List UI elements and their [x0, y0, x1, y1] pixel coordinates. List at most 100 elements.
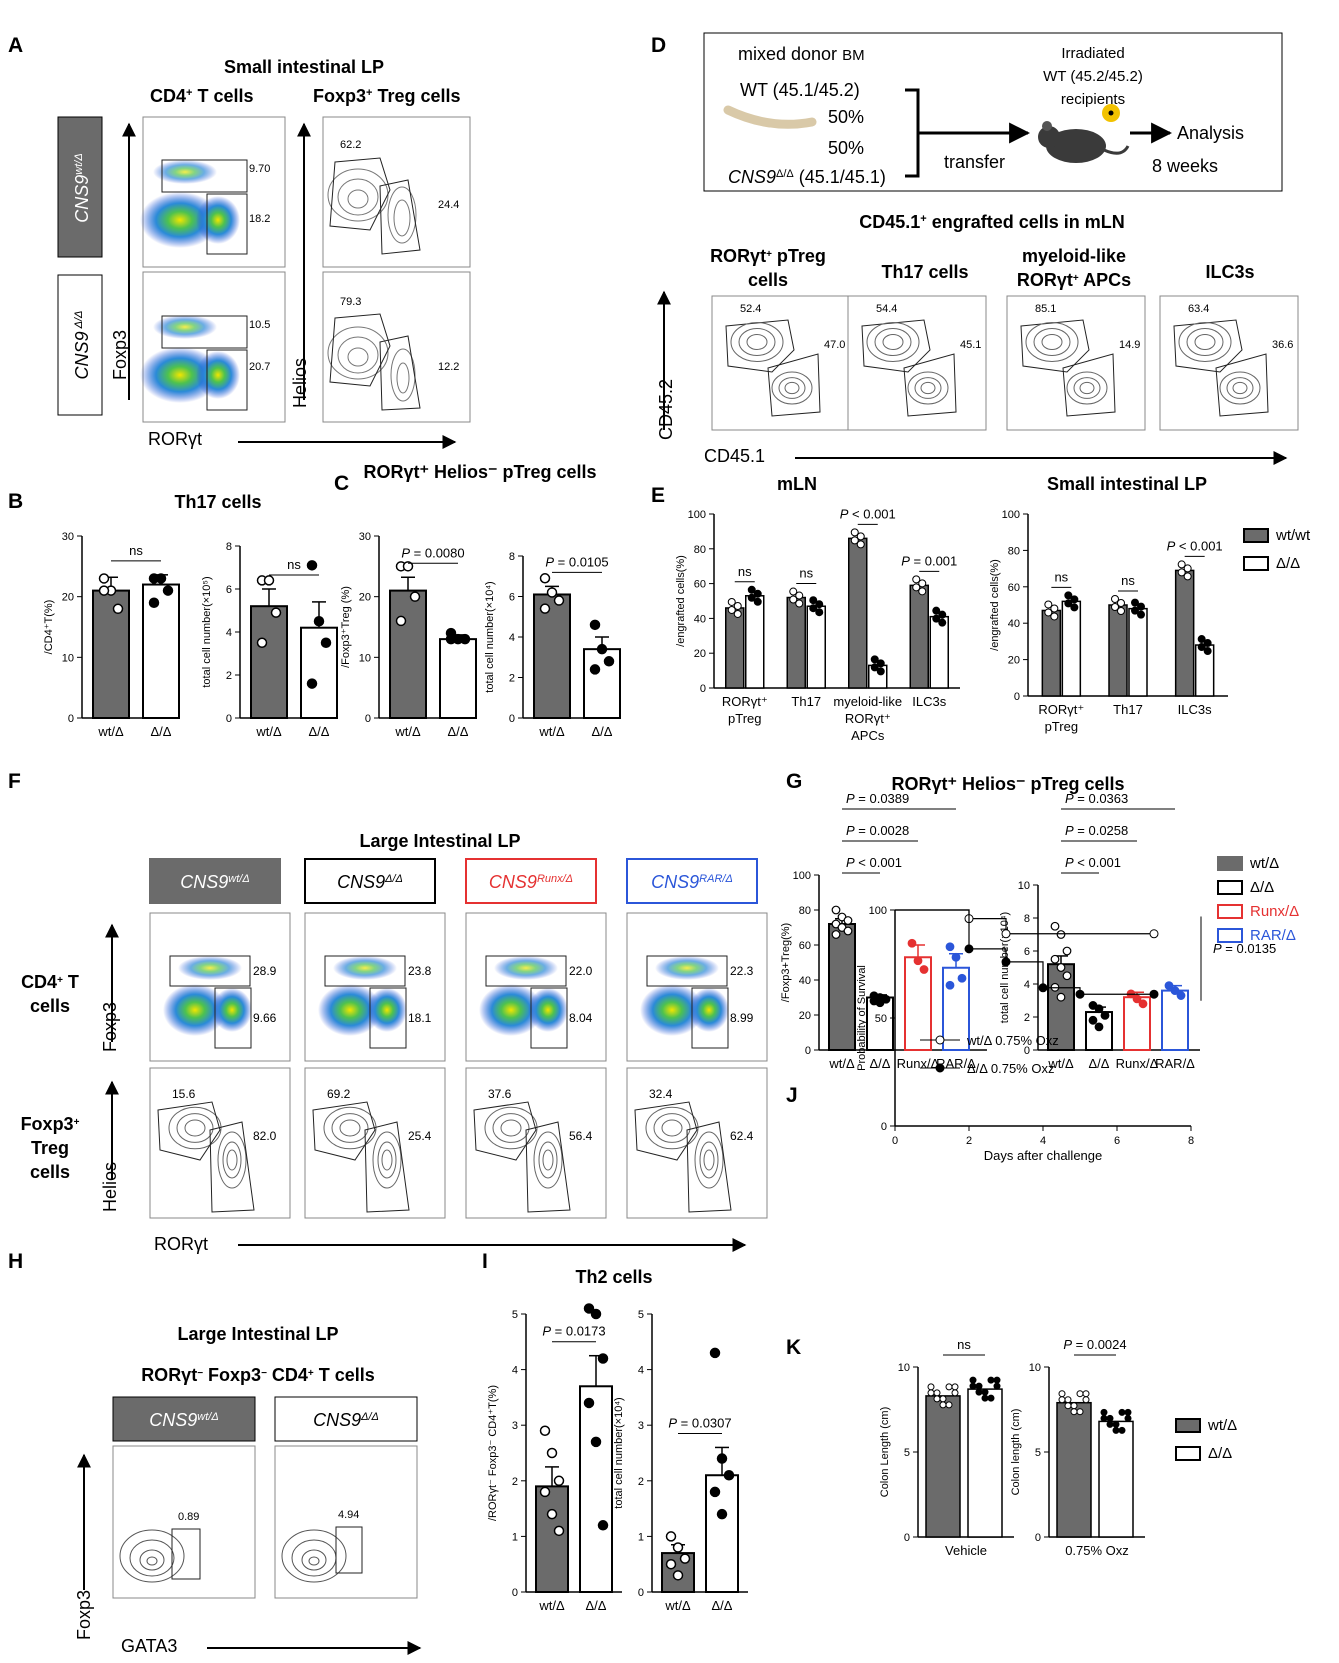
genotype-label: CNS9RAR/Δ: [651, 872, 733, 892]
data-point: [987, 1394, 995, 1402]
legend-label: wt/Δ: [1249, 855, 1279, 872]
d-pop-3b: RORγt+ APCs: [1017, 270, 1131, 290]
data-point: [1064, 599, 1073, 608]
gate: [209, 1121, 255, 1213]
data-point: [553, 595, 565, 606]
p-value: P < 0.001: [1167, 538, 1223, 553]
data-point: [850, 528, 859, 537]
x-tick-label: 8: [1188, 1135, 1194, 1147]
data-point: [1177, 560, 1186, 569]
y-tick-label: 0: [68, 713, 74, 725]
y-tick-label: 0: [512, 1587, 518, 1599]
y-tick-label: 0: [1024, 1045, 1030, 1057]
d-irr2: WT (45.2/45.2): [1043, 68, 1143, 85]
legend-swatch: [1175, 1418, 1201, 1433]
data-point: [918, 579, 927, 588]
gate: [1173, 319, 1243, 373]
panel-letter-h: H: [8, 1250, 23, 1273]
data-point: [951, 952, 961, 962]
y-tick-label: 20: [359, 592, 371, 604]
genotype-box-wt: [57, 116, 103, 258]
data-point: [716, 1453, 728, 1464]
bar: [929, 615, 949, 689]
y-tick-label: 80: [799, 905, 811, 917]
y-tick-label: 8: [1024, 913, 1030, 925]
bar: [828, 923, 856, 1051]
data-point: [1070, 1402, 1078, 1410]
panel-letter-a: A: [8, 34, 23, 57]
chart-i1: Th2 cells 0 1 2 3 4 5/RORγt⁻ Foxp3⁻ CD4⁺T(%) wt…: [487, 1267, 653, 1613]
y-axis-label: Colon length (cm): [1010, 1409, 1022, 1496]
data-point: [459, 633, 471, 645]
y-tick-label: 60: [1008, 582, 1020, 594]
data-point: [155, 573, 167, 584]
panel-letter-d: D: [651, 34, 666, 57]
data-point: [938, 618, 947, 627]
chart-title: Th17 cells: [174, 492, 261, 512]
density: [212, 988, 252, 1032]
d-sub-title: CD45.1+ engrafted cells in mLN: [859, 212, 1125, 232]
flow-freq: 22.0: [569, 964, 593, 978]
y-tick-label: 60: [694, 579, 706, 591]
y-tick-label: 8: [509, 551, 515, 563]
data-point: [1001, 929, 1011, 939]
contour: [1079, 381, 1095, 395]
density: [178, 956, 242, 980]
x-tick-label: myeloid-like: [833, 694, 902, 709]
data-point: [270, 607, 282, 618]
contour: [1219, 371, 1261, 405]
y-axis-label: /Foxp3⁺Treg (%): [340, 586, 352, 668]
y-tick-label: 30: [359, 531, 371, 543]
d-pop-2: Th17 cells: [881, 262, 968, 282]
x-tick-label: Th17: [791, 694, 821, 709]
bar: [786, 596, 806, 689]
data-point: [1056, 992, 1066, 1002]
legend-swatch: [1243, 528, 1269, 543]
chart-e1: mLN 0 20 40 60 80 100/engrafted cells(%) RORγt⁺…: [675, 474, 960, 743]
bar: [1128, 607, 1148, 697]
data-point: [1124, 1414, 1132, 1422]
data-point: [951, 1389, 959, 1397]
data-point: [1112, 1420, 1120, 1428]
y-tick-label: 1: [638, 1531, 644, 1543]
d-wt: WT (45.1/45.2): [740, 80, 860, 100]
y-tick-label: 10: [1029, 1362, 1041, 1374]
x-tick-label: Δ/Δ: [1089, 1056, 1110, 1071]
h-f2: 4.94: [338, 1509, 359, 1521]
contour: [771, 371, 813, 405]
data-point: [843, 916, 853, 925]
x-tick-label: Δ/Δ: [592, 724, 613, 739]
contour: [784, 381, 800, 395]
density: [318, 984, 382, 1036]
x-tick-label: APCs: [851, 728, 885, 743]
h-x: GATA3: [121, 1636, 177, 1656]
data-point: [665, 1558, 677, 1570]
bar: [1041, 609, 1062, 697]
d-weeks: 8 weeks: [1152, 156, 1218, 176]
p-value: P = 0.0135: [1213, 941, 1276, 956]
data-point: [1197, 635, 1206, 644]
flow-freq: 32.4: [649, 1087, 673, 1101]
legend-label: wt/Δ 0.75% Oxz: [966, 1033, 1059, 1048]
data-point: [1075, 989, 1085, 999]
p-value: ns: [1054, 569, 1068, 584]
data-point: [870, 655, 879, 664]
data-point: [753, 589, 762, 598]
contour: [874, 328, 912, 356]
data-point: [843, 926, 853, 936]
y-tick-label: 80: [694, 544, 706, 556]
data-point: [927, 1389, 935, 1397]
bar: [925, 1395, 961, 1538]
density: [163, 984, 227, 1036]
gate: [369, 987, 407, 1049]
data-point: [553, 1475, 565, 1487]
d-irr1: Irradiated: [1061, 45, 1124, 62]
contour: [703, 1149, 715, 1171]
y-tick-label: 80: [1008, 545, 1020, 557]
genotype-box-del: [57, 274, 103, 416]
data-point: [876, 667, 885, 676]
x-tick-label: pTreg: [1045, 719, 1078, 734]
data-point: [409, 591, 421, 602]
gate: [903, 353, 957, 417]
contour: [738, 328, 776, 356]
